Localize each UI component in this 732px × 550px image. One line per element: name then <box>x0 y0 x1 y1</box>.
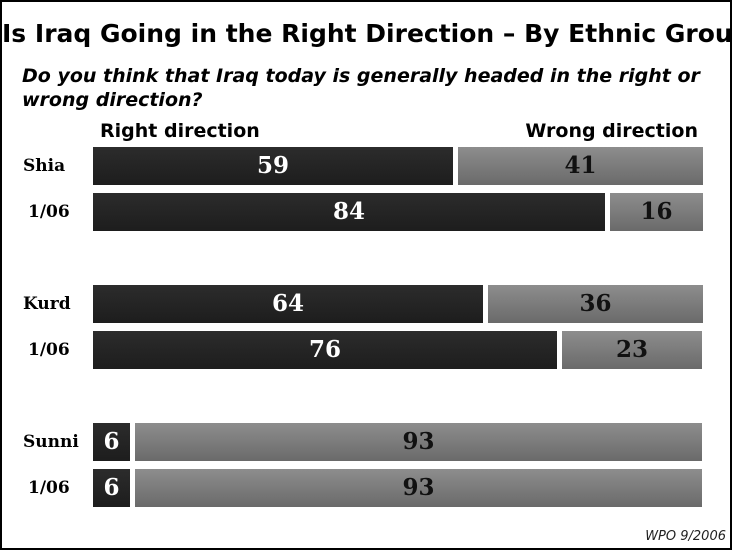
row-label: 1/06 <box>28 340 70 360</box>
row-label: Sunni <box>23 432 79 452</box>
bar-wrong-direction <box>135 423 702 461</box>
value-label-wrong: 93 <box>402 474 435 501</box>
bar-right-direction <box>93 423 130 461</box>
value-label-right: 84 <box>332 198 365 225</box>
value-label-right: 6 <box>103 474 120 501</box>
bar-right-direction <box>93 331 557 369</box>
chart-title: Is Iraq Going in the Right Direction – B… <box>2 19 732 48</box>
bar-right-direction <box>93 469 130 507</box>
bar-right-direction <box>93 193 605 231</box>
value-label-right: 6 <box>103 428 120 455</box>
row-label: 1/06 <box>28 202 70 222</box>
row-label: Kurd <box>23 294 71 314</box>
row-label: Shia <box>23 156 66 176</box>
bar-wrong-direction <box>458 147 703 185</box>
source-note: WPO 9/2006 <box>645 529 726 544</box>
bar-wrong-direction <box>610 193 703 231</box>
bar-wrong-direction <box>135 469 702 507</box>
chart-subtitle: Do you think that Iraq today is generall… <box>22 65 700 111</box>
value-label-right: 59 <box>256 152 289 179</box>
bar-right-direction <box>93 147 453 185</box>
row-label: 1/06 <box>28 478 70 498</box>
value-label-wrong: 36 <box>579 290 612 317</box>
value-label-wrong: 93 <box>402 428 435 455</box>
value-label-right: 76 <box>308 336 341 363</box>
value-label-wrong: 41 <box>564 152 597 179</box>
value-label-wrong: 23 <box>615 336 648 363</box>
bar-right-direction <box>93 285 483 323</box>
value-label-right: 64 <box>271 290 304 317</box>
bar-wrong-direction <box>562 331 702 369</box>
value-label-wrong: 16 <box>640 198 673 225</box>
legend-right-direction: Right direction <box>100 120 260 142</box>
bar-wrong-direction <box>488 285 703 323</box>
legend-wrong-direction: Wrong direction <box>525 120 698 142</box>
